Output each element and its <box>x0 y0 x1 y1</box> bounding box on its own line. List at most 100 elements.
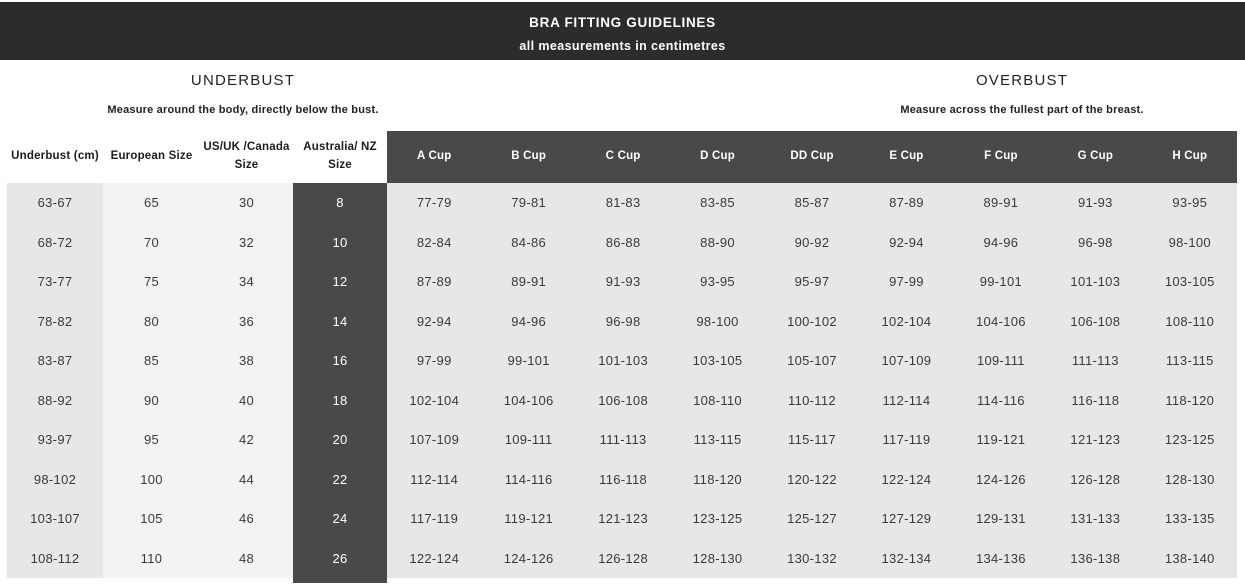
table-cell-european-size: 75 <box>103 262 200 302</box>
table-cell-c-cup: 106-108 <box>575 380 671 420</box>
table-cell-f-cup: 94-96 <box>953 222 1049 262</box>
table-cell-underbust-cm: 93-97 <box>7 420 103 460</box>
table-cell-e-cup: 102-104 <box>859 301 954 341</box>
table-cell-c-cup: 86-88 <box>575 222 671 262</box>
table-cell-b-cup: 114-116 <box>481 459 576 499</box>
table-cell-european-size: 95 <box>103 420 200 460</box>
table-cell-a-cup: 117-119 <box>387 499 482 539</box>
table-cell-australia-nz-size: 14 <box>293 301 387 341</box>
table-cell-dd-cup: 90-92 <box>764 222 860 262</box>
table-cell-d-cup: 83-85 <box>670 183 765 223</box>
underbust-section: UNDERBUST Measure around the body, direc… <box>43 72 443 116</box>
table-cell-underbust-cm: 68-72 <box>7 222 103 262</box>
table-cell-underbust-cm: 78-82 <box>7 301 103 341</box>
table-cell-f-cup: 114-116 <box>953 380 1049 420</box>
table-cell-b-cup: 89-91 <box>481 262 576 302</box>
table-cell-d-cup: 123-125 <box>670 499 765 539</box>
table-cell-a-cup: 97-99 <box>387 341 482 381</box>
table-cell-european-size: 65 <box>103 183 200 223</box>
table-cell-e-cup: 87-89 <box>859 183 954 223</box>
column-header-a-cup: A Cup <box>387 131 482 183</box>
table-cell-european-size: 85 <box>103 341 200 381</box>
column-header-d-cup: D Cup <box>670 131 765 183</box>
table-cell-h-cup: 118-120 <box>1142 380 1237 420</box>
table-cell-us-uk-canada-size: 42 <box>200 420 293 460</box>
table-cell-us-uk-canada-size: 30 <box>200 183 293 223</box>
australia-column-footer-tab <box>293 578 387 583</box>
table-cell-f-cup: 134-136 <box>953 538 1049 578</box>
table-cell-h-cup: 128-130 <box>1142 459 1237 499</box>
table-cell-b-cup: 119-121 <box>481 499 576 539</box>
table-cell-d-cup: 98-100 <box>670 301 765 341</box>
column-header-g-cup: G Cup <box>1048 131 1143 183</box>
table-cell-f-cup: 89-91 <box>953 183 1049 223</box>
table-cell-d-cup: 113-115 <box>670 420 765 460</box>
table-cell-h-cup: 113-115 <box>1142 341 1237 381</box>
table-cell-australia-nz-size: 8 <box>293 183 387 223</box>
table-cell-dd-cup: 100-102 <box>764 301 860 341</box>
table-cell-dd-cup: 125-127 <box>764 499 860 539</box>
table-cell-underbust-cm: 73-77 <box>7 262 103 302</box>
table-cell-f-cup: 99-101 <box>953 262 1049 302</box>
table-cell-h-cup: 93-95 <box>1142 183 1237 223</box>
table-cell-e-cup: 122-124 <box>859 459 954 499</box>
table-cell-b-cup: 109-111 <box>481 420 576 460</box>
table-cell-h-cup: 138-140 <box>1142 538 1237 578</box>
table-cell-australia-nz-size: 20 <box>293 420 387 460</box>
table-cell-european-size: 90 <box>103 380 200 420</box>
column-header-us-uk-canada-size: US/UK /Canada Size <box>200 131 293 183</box>
table-cell-us-uk-canada-size: 38 <box>200 341 293 381</box>
table-cell-a-cup: 82-84 <box>387 222 482 262</box>
table-cell-a-cup: 122-124 <box>387 538 482 578</box>
table-cell-dd-cup: 110-112 <box>764 380 860 420</box>
table-cell-d-cup: 103-105 <box>670 341 765 381</box>
table-cell-f-cup: 124-126 <box>953 459 1049 499</box>
table-cell-d-cup: 93-95 <box>670 262 765 302</box>
table-cell-australia-nz-size: 16 <box>293 341 387 381</box>
table-cell-dd-cup: 85-87 <box>764 183 860 223</box>
table-cell-australia-nz-size: 22 <box>293 459 387 499</box>
page-title: BRA FITTING GUIDELINES <box>529 15 716 30</box>
table-cell-g-cup: 111-113 <box>1048 341 1143 381</box>
table-cell-e-cup: 127-129 <box>859 499 954 539</box>
table-cell-e-cup: 117-119 <box>859 420 954 460</box>
table-cell-european-size: 80 <box>103 301 200 341</box>
table-cell-dd-cup: 130-132 <box>764 538 860 578</box>
table-cell-dd-cup: 105-107 <box>764 341 860 381</box>
table-cell-b-cup: 124-126 <box>481 538 576 578</box>
overbust-description: Measure across the fullest part of the b… <box>900 104 1144 116</box>
underbust-description: Measure around the body, directly below … <box>107 104 379 116</box>
table-cell-h-cup: 123-125 <box>1142 420 1237 460</box>
overbust-section: OVERBUST Measure across the fullest part… <box>822 72 1222 116</box>
table-cell-australia-nz-size: 26 <box>293 538 387 578</box>
table-cell-a-cup: 87-89 <box>387 262 482 302</box>
table-cell-a-cup: 102-104 <box>387 380 482 420</box>
table-cell-h-cup: 98-100 <box>1142 222 1237 262</box>
column-header-underbust-cm: Underbust (cm) <box>7 131 103 183</box>
table-cell-c-cup: 91-93 <box>575 262 671 302</box>
table-cell-g-cup: 136-138 <box>1048 538 1143 578</box>
table-cell-b-cup: 79-81 <box>481 183 576 223</box>
table-cell-g-cup: 101-103 <box>1048 262 1143 302</box>
table-cell-d-cup: 128-130 <box>670 538 765 578</box>
table-cell-us-uk-canada-size: 48 <box>200 538 293 578</box>
table-cell-c-cup: 126-128 <box>575 538 671 578</box>
table-cell-a-cup: 107-109 <box>387 420 482 460</box>
table-cell-us-uk-canada-size: 40 <box>200 380 293 420</box>
table-cell-us-uk-canada-size: 46 <box>200 499 293 539</box>
table-cell-c-cup: 96-98 <box>575 301 671 341</box>
title-banner: BRA FITTING GUIDELINES all measurements … <box>0 2 1245 60</box>
table-cell-g-cup: 116-118 <box>1048 380 1143 420</box>
column-header-f-cup: F Cup <box>953 131 1049 183</box>
table-cell-g-cup: 126-128 <box>1048 459 1143 499</box>
table-cell-c-cup: 81-83 <box>575 183 671 223</box>
column-header-h-cup: H Cup <box>1142 131 1237 183</box>
table-cell-underbust-cm: 103-107 <box>7 499 103 539</box>
table-cell-g-cup: 121-123 <box>1048 420 1143 460</box>
table-cell-e-cup: 92-94 <box>859 222 954 262</box>
overbust-heading: OVERBUST <box>975 72 1069 89</box>
table-cell-european-size: 110 <box>103 538 200 578</box>
table-cell-e-cup: 132-134 <box>859 538 954 578</box>
table-cell-g-cup: 106-108 <box>1048 301 1143 341</box>
table-cell-underbust-cm: 88-92 <box>7 380 103 420</box>
